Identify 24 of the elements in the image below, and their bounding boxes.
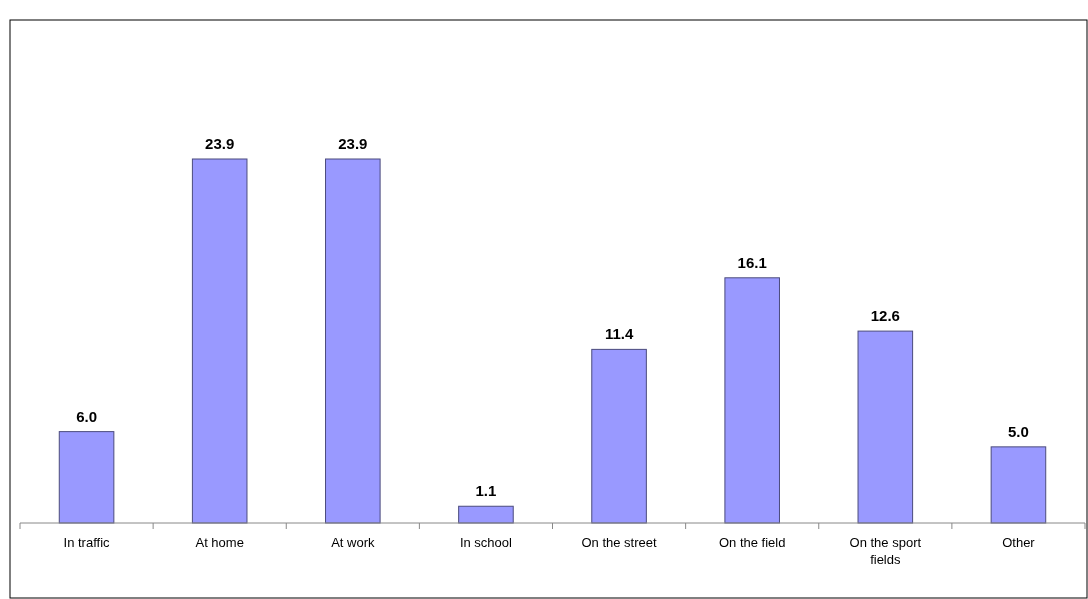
- bar: [58, 431, 115, 524]
- x-tick-label: In traffic: [63, 535, 111, 550]
- x-tick-label: Other: [1002, 535, 1036, 550]
- data-label: 5.0: [1008, 422, 1029, 440]
- bar: [990, 446, 1047, 524]
- x-tick-label: In school: [459, 535, 513, 550]
- x-tick-label: At home: [195, 535, 244, 550]
- data-label: 12.6: [870, 307, 900, 325]
- data-label: 6.0: [76, 407, 97, 425]
- data-label: 11.4: [604, 325, 634, 343]
- bar: [857, 330, 914, 524]
- bar: [458, 505, 514, 524]
- bar: [724, 277, 780, 524]
- bar: [591, 348, 647, 524]
- x-tick-label: At work: [331, 535, 375, 550]
- data-label: 23.9: [338, 135, 368, 152]
- bar: [191, 158, 248, 524]
- x-tick-label: On the street: [581, 535, 658, 550]
- data-label: 16.1: [737, 253, 767, 271]
- x-tick-label: On the field: [718, 535, 786, 550]
- bar: [325, 158, 381, 524]
- x-tick-label: On the sport fields: [849, 535, 922, 567]
- data-label: 23.9: [205, 135, 235, 152]
- data-label: 1.1: [475, 482, 497, 500]
